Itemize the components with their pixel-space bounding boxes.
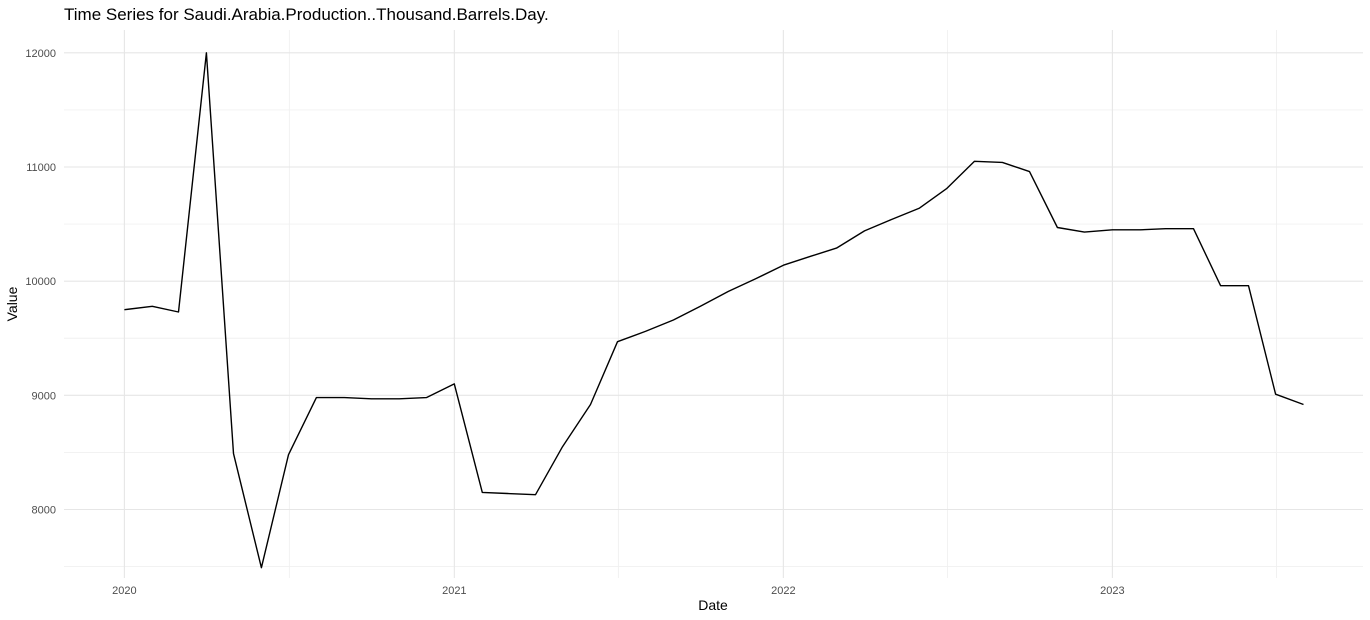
y-tick-label: 8000 — [32, 505, 56, 517]
y-tick-label: 9000 — [32, 390, 56, 402]
x-tick-label: 2020 — [112, 585, 136, 597]
x-axis-title: Date — [698, 597, 728, 613]
chart-title: Time Series for Saudi.Arabia.Production.… — [64, 5, 549, 24]
y-axis-ticks: 8000 9000 10000 11000 12000 — [25, 48, 56, 517]
series-group — [124, 52, 1304, 569]
x-tick-label: 2023 — [1100, 585, 1124, 597]
x-axis-ticks: 2020 2021 2022 2023 — [112, 585, 1124, 597]
x-tick-label: 2021 — [442, 585, 466, 597]
plot-grid — [64, 30, 1363, 578]
y-tick-label: 11000 — [26, 162, 56, 174]
y-tick-label: 12000 — [25, 48, 56, 60]
series-line — [124, 52, 1304, 569]
y-tick-label: 10000 — [25, 276, 56, 288]
x-tick-label: 2022 — [771, 585, 795, 597]
y-axis-title: Value — [4, 286, 20, 321]
